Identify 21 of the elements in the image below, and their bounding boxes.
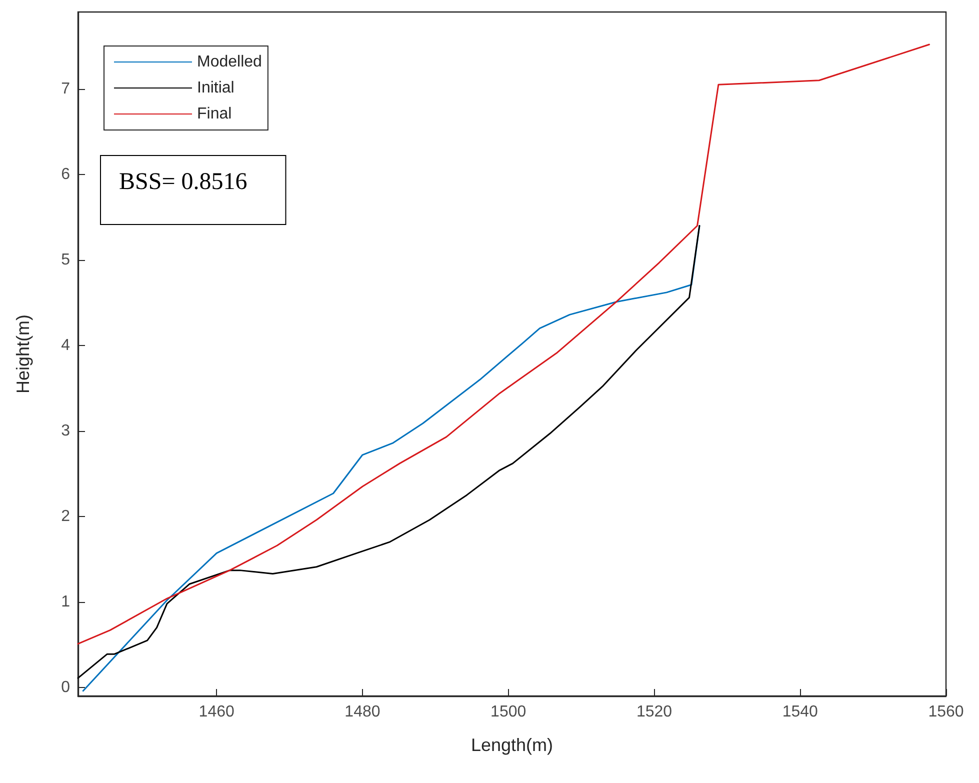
legend-label: Initial	[197, 80, 234, 96]
x-tick-label: 1480	[344, 704, 380, 720]
x-tick-label: 1560	[928, 704, 964, 720]
y-tick-label: 2	[61, 508, 70, 525]
legend-label: Final	[197, 106, 232, 122]
legend-label: Modelled	[197, 54, 262, 70]
y-tick-label: 6	[61, 166, 70, 183]
x-tick-label: 1500	[490, 704, 526, 720]
y-tick-label: 3	[61, 422, 70, 440]
y-tick-label: 0	[61, 678, 70, 696]
x-tick-label: 1460	[198, 704, 234, 720]
y-tick-label: 5	[61, 251, 70, 268]
line-series	[77, 44, 930, 645]
annotation: BSS= 0.8516	[119, 169, 248, 195]
y-tick-label: 4	[61, 336, 70, 354]
x-axis-title: Length(m)	[470, 735, 554, 755]
x-tick-label: 1520	[636, 704, 672, 720]
y-axis-title: Height(m)	[13, 314, 33, 394]
y-tick-label: 1	[61, 593, 70, 610]
x-tick-label: 1540	[782, 704, 818, 720]
y-tick-label: 7	[61, 80, 70, 98]
